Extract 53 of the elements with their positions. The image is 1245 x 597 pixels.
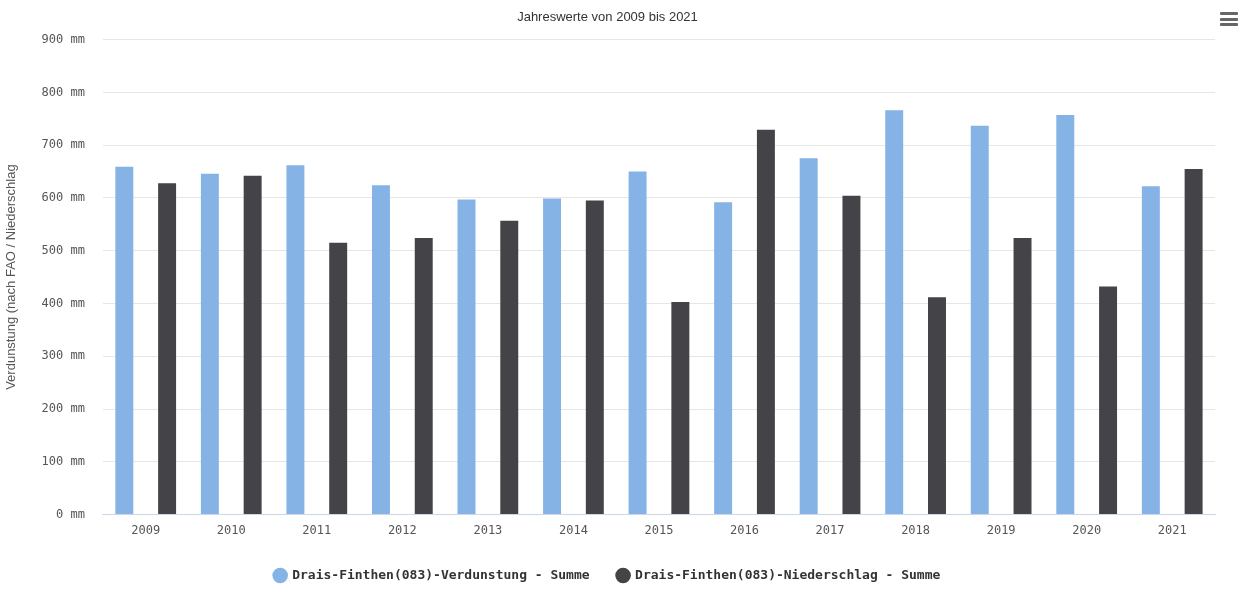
x-tick-label: 2012 — [387, 522, 417, 537]
y-axis-title: Verdunstung (nach FAO / Niederschlag — [3, 164, 19, 390]
y-tick-label: 500 mm — [41, 242, 85, 257]
bar — [286, 165, 305, 515]
bar — [457, 199, 476, 515]
legend-label: Drais-Finthen(083)-Verdunstung - Summe — [292, 566, 590, 582]
bar — [628, 171, 647, 515]
y-tick-label: 300 mm — [41, 348, 85, 363]
bar — [1013, 238, 1032, 515]
y-tick-label: 700 mm — [41, 137, 85, 152]
x-tick-label: 2018 — [901, 522, 931, 537]
x-tick-label: 2017 — [815, 522, 845, 537]
x-tick-label: 2011 — [302, 522, 332, 537]
bar — [1141, 186, 1160, 515]
bar — [799, 158, 818, 515]
x-tick-label: 2014 — [558, 522, 588, 537]
bar — [671, 301, 690, 515]
bar — [842, 195, 861, 515]
bar — [543, 198, 562, 515]
bar — [500, 220, 519, 515]
bar — [970, 125, 989, 515]
x-tick-label: 2009 — [131, 522, 161, 537]
bar — [1184, 168, 1203, 515]
bar — [714, 202, 733, 515]
y-tick-label: 0 mm — [56, 506, 85, 521]
bar — [158, 183, 177, 515]
bar — [115, 166, 134, 515]
y-tick-label: 800 mm — [41, 84, 85, 99]
bar — [371, 185, 390, 515]
x-tick-label: 2021 — [1157, 522, 1187, 537]
bar — [585, 200, 604, 515]
chart-title: Jahreswerte von 2009 bis 2021 — [517, 9, 698, 25]
y-tick-label: 200 mm — [41, 401, 85, 416]
bar — [928, 297, 946, 515]
x-tick-label: 2016 — [730, 522, 759, 537]
bar — [1056, 115, 1075, 515]
x-tick-label: 2020 — [1072, 522, 1102, 537]
x-tick-label: 2019 — [986, 522, 1016, 537]
x-tick-label: 2013 — [473, 522, 503, 537]
bar — [1099, 286, 1118, 515]
bar — [885, 110, 904, 515]
y-tick-label: 100 mm — [41, 453, 85, 468]
bar — [329, 242, 348, 515]
x-tick-label: 2015 — [644, 522, 674, 537]
bar — [243, 175, 262, 515]
bar — [200, 173, 219, 515]
y-tick-label: 600 mm — [41, 190, 85, 205]
y-tick-label: 400 mm — [41, 295, 85, 310]
bar — [414, 238, 433, 515]
legend-label: Drais-Finthen(083)-Niederschlag - Summe — [635, 566, 941, 582]
bar — [756, 129, 775, 515]
x-tick-label: 2010 — [216, 522, 246, 537]
y-tick-label: 900 mm — [41, 31, 85, 46]
